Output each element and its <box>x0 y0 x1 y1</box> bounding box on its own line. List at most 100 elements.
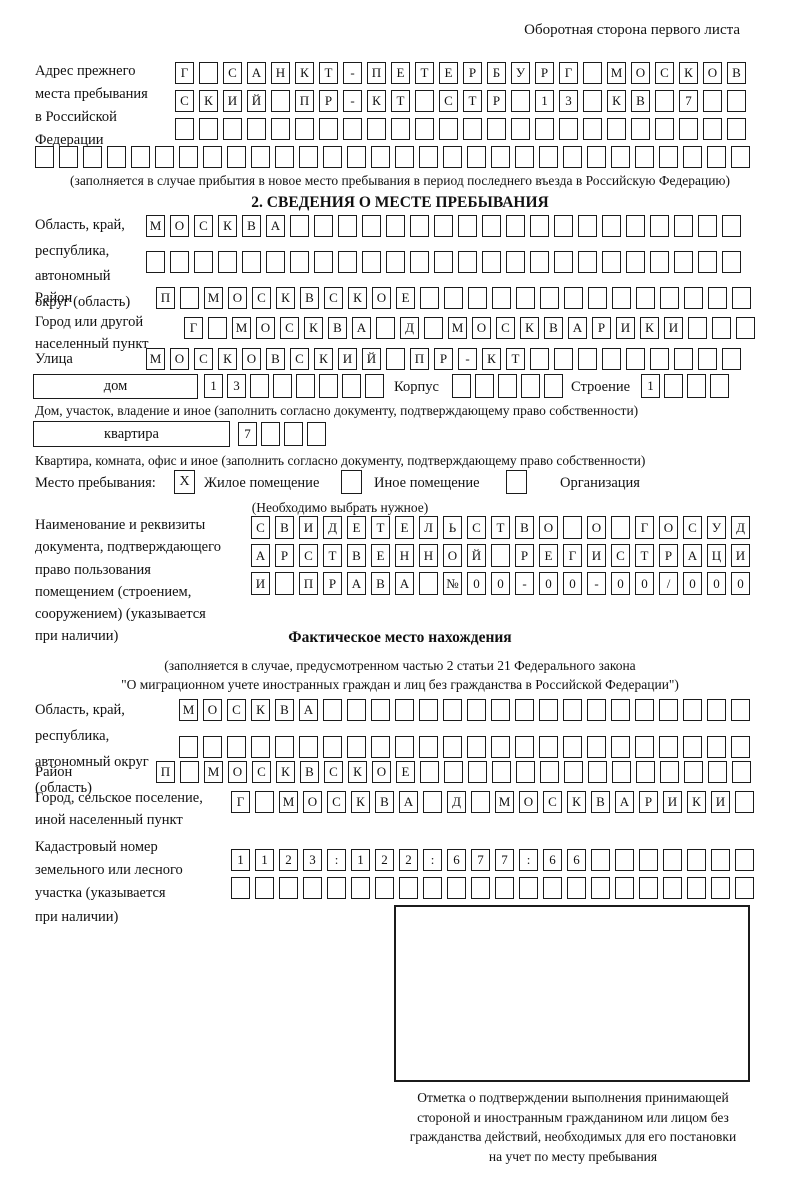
char-cell[interactable]: А <box>352 317 371 339</box>
fact-oblast-row-2[interactable] <box>179 736 750 758</box>
kvartira-type-box[interactable]: квартира <box>33 421 230 447</box>
char-cell[interactable]: И <box>663 791 682 813</box>
char-cell[interactable] <box>635 146 654 168</box>
char-cell[interactable] <box>707 736 726 758</box>
char-cell[interactable] <box>338 251 357 273</box>
char-cell[interactable]: П <box>156 761 175 783</box>
char-cell[interactable]: Ц <box>707 544 726 567</box>
char-cell[interactable]: / <box>659 572 678 595</box>
char-cell[interactable] <box>323 699 342 721</box>
char-cell[interactable]: Л <box>419 516 438 539</box>
char-cell[interactable] <box>231 877 250 899</box>
char-cell[interactable]: О <box>228 761 247 783</box>
char-cell[interactable] <box>367 118 386 140</box>
char-cell[interactable]: П <box>156 287 175 309</box>
korpus-cells[interactable] <box>452 374 563 398</box>
char-cell[interactable]: К <box>520 317 539 339</box>
char-cell[interactable] <box>530 348 549 370</box>
char-cell[interactable] <box>688 317 707 339</box>
char-cell[interactable] <box>107 146 126 168</box>
char-cell[interactable] <box>342 374 361 398</box>
char-cell[interactable] <box>578 348 597 370</box>
char-cell[interactable]: 7 <box>679 90 698 112</box>
char-cell[interactable] <box>415 90 434 112</box>
char-cell[interactable]: Д <box>400 317 419 339</box>
char-cell[interactable]: Т <box>506 348 525 370</box>
char-cell[interactable]: О <box>372 287 391 309</box>
char-cell[interactable] <box>708 761 727 783</box>
char-cell[interactable] <box>564 761 583 783</box>
char-cell[interactable]: К <box>607 90 626 112</box>
char-cell[interactable]: В <box>266 348 285 370</box>
char-cell[interactable]: С <box>299 544 318 567</box>
char-cell[interactable]: К <box>276 287 295 309</box>
char-cell[interactable] <box>506 215 525 237</box>
char-cell[interactable] <box>539 146 558 168</box>
char-cell[interactable] <box>591 849 610 871</box>
char-cell[interactable]: С <box>252 287 271 309</box>
char-cell[interactable] <box>314 215 333 237</box>
char-cell[interactable] <box>296 374 315 398</box>
char-cell[interactable] <box>631 118 650 140</box>
char-cell[interactable] <box>650 251 669 273</box>
char-cell[interactable] <box>362 251 381 273</box>
char-cell[interactable]: 0 <box>563 572 582 595</box>
char-cell[interactable] <box>423 877 442 899</box>
char-cell[interactable] <box>199 62 218 84</box>
char-cell[interactable] <box>467 146 486 168</box>
char-cell[interactable] <box>203 146 222 168</box>
char-cell[interactable] <box>290 215 309 237</box>
char-cell[interactable] <box>659 736 678 758</box>
char-cell[interactable] <box>663 877 682 899</box>
char-cell[interactable] <box>615 849 634 871</box>
char-cell[interactable] <box>471 877 490 899</box>
char-cell[interactable] <box>516 761 535 783</box>
char-cell[interactable] <box>554 348 573 370</box>
char-cell[interactable]: В <box>275 516 294 539</box>
char-cell[interactable] <box>444 287 463 309</box>
char-cell[interactable] <box>35 146 54 168</box>
char-cell[interactable] <box>314 251 333 273</box>
char-cell[interactable] <box>735 791 754 813</box>
kadastr-row-2[interactable] <box>231 877 754 899</box>
char-cell[interactable] <box>563 736 582 758</box>
char-cell[interactable]: Е <box>396 761 415 783</box>
char-cell[interactable] <box>415 118 434 140</box>
char-cell[interactable] <box>323 146 342 168</box>
char-cell[interactable] <box>612 287 631 309</box>
char-cell[interactable] <box>467 699 486 721</box>
char-cell[interactable]: И <box>587 544 606 567</box>
char-cell[interactable] <box>371 699 390 721</box>
char-cell[interactable]: А <box>615 791 634 813</box>
char-cell[interactable]: В <box>375 791 394 813</box>
char-cell[interactable] <box>650 215 669 237</box>
char-cell[interactable] <box>458 215 477 237</box>
char-cell[interactable]: 0 <box>611 572 630 595</box>
char-cell[interactable]: И <box>616 317 635 339</box>
char-cell[interactable]: С <box>194 348 213 370</box>
char-cell[interactable] <box>540 287 559 309</box>
char-cell[interactable] <box>722 348 741 370</box>
char-cell[interactable] <box>732 287 751 309</box>
char-cell[interactable] <box>659 146 678 168</box>
char-cell[interactable]: 6 <box>447 849 466 871</box>
char-cell[interactable]: К <box>482 348 501 370</box>
char-cell[interactable] <box>443 699 462 721</box>
char-cell[interactable] <box>674 215 693 237</box>
prev-address-row-4[interactable] <box>35 146 750 168</box>
char-cell[interactable]: С <box>439 90 458 112</box>
char-cell[interactable] <box>371 736 390 758</box>
char-cell[interactable] <box>180 287 199 309</box>
char-cell[interactable]: 0 <box>467 572 486 595</box>
char-cell[interactable]: Й <box>247 90 266 112</box>
char-cell[interactable]: А <box>266 215 285 237</box>
char-cell[interactable]: 6 <box>543 849 562 871</box>
char-cell[interactable]: И <box>338 348 357 370</box>
char-cell[interactable] <box>247 118 266 140</box>
char-cell[interactable]: О <box>203 699 222 721</box>
char-cell[interactable]: В <box>300 287 319 309</box>
